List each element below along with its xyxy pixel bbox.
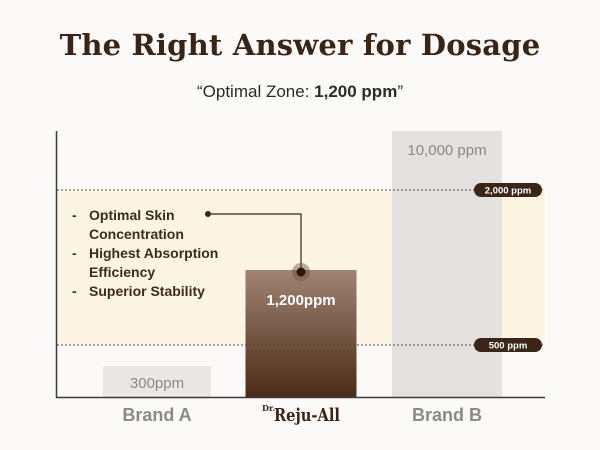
brand-logo-prefix: Dr.	[262, 403, 275, 413]
callout-item: - Highest Absorption Efficiency	[72, 244, 247, 282]
subtitle-prefix: “Optimal Zone:	[197, 82, 315, 101]
bar-brand-b	[392, 131, 502, 397]
category-label-brand-a: Brand A	[122, 405, 191, 425]
bar-reju-all	[245, 270, 357, 397]
callout-item-text: Superior Stability	[89, 283, 205, 299]
callout-item-text: Highest Absorption Efficiency	[89, 245, 219, 280]
benefits-callout: - Optimal Skin Concentration - Highest Abs…	[72, 206, 247, 301]
subtitle-suffix: ”	[397, 82, 403, 101]
threshold-badge-2000	[474, 183, 542, 197]
chart-subtitle: “Optimal Zone: 1,200 ppm”	[0, 82, 600, 102]
threshold-badge-500	[474, 338, 542, 352]
value-label-brand-b: 10,000 ppm	[407, 142, 486, 159]
category-label-reju-all: Reju-All	[274, 405, 340, 426]
callout-item: - Superior Stability	[72, 283, 205, 299]
value-label-brand-a: 300ppm	[130, 375, 184, 392]
threshold-label-2000: 2,000 ppm	[485, 186, 531, 197]
value-label-reju-all: 1,200ppm	[266, 292, 335, 309]
bar-marker-dot	[296, 267, 306, 277]
callout-start-dot	[205, 211, 211, 217]
chart-title: The Right Answer for Dosage	[59, 28, 541, 62]
callout-connector	[208, 213, 302, 270]
threshold-label-500: 500 ppm	[489, 341, 528, 352]
callout-item: - Optimal Skin Concentration	[72, 206, 247, 244]
callout-item-text: Optimal Skin Concentration	[89, 207, 184, 242]
category-label-brand-b: Brand B	[412, 405, 482, 425]
bar-brand-a	[103, 366, 211, 397]
subtitle-value: 1,200 ppm	[314, 82, 398, 101]
